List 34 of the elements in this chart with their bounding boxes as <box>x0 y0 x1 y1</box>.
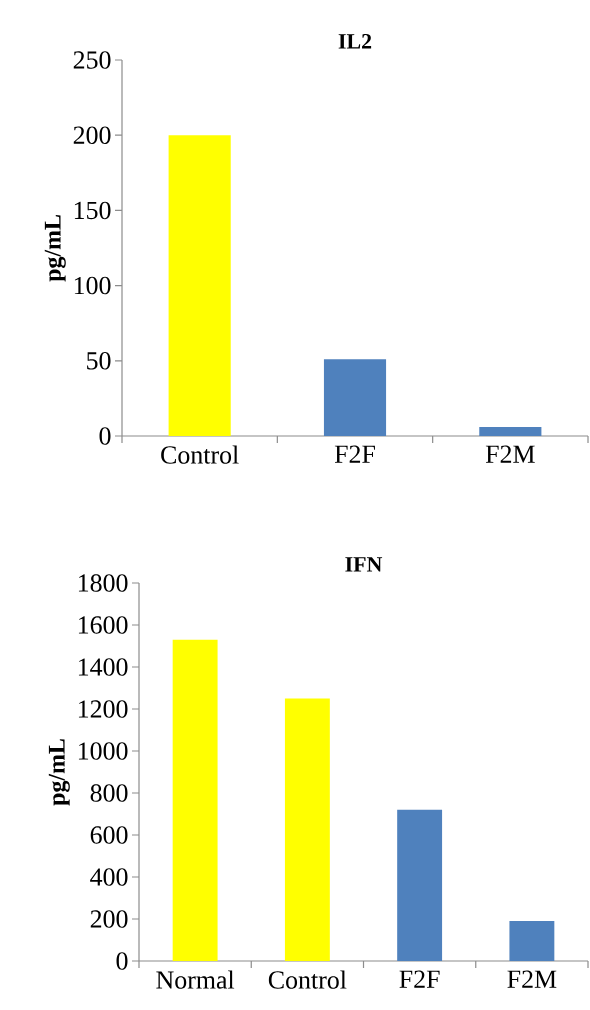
y-tick-label: 200 <box>73 126 111 144</box>
y-tick-label: 100 <box>74 276 111 295</box>
y-tick-label: 800 <box>90 784 128 802</box>
y-tick-label: 50 <box>87 352 111 370</box>
bar <box>168 135 231 436</box>
bar <box>479 426 542 436</box>
bar <box>172 639 218 961</box>
y-tick-label: 200 <box>90 910 128 928</box>
chart-title: IL2 <box>338 33 372 49</box>
x-tick-label: F2F <box>399 970 440 988</box>
y-tick-label: 600 <box>90 826 128 844</box>
bar <box>323 359 387 436</box>
y-tick-label: 250 <box>73 51 111 69</box>
y-tick-label: 1800 <box>78 574 128 592</box>
x-tick-label: F2F <box>334 445 375 463</box>
y-tick-label: 0 <box>99 427 111 445</box>
y-axis-title: pg/mL <box>44 215 66 282</box>
bar <box>284 698 330 961</box>
x-tick-label: Control <box>268 970 347 989</box>
x-tick-label: Normal <box>156 970 235 989</box>
y-tick-label: 1400 <box>78 658 128 676</box>
y-tick-label: 0 <box>116 952 128 970</box>
y-tick-label: 150 <box>74 201 111 220</box>
chart-title: IFN <box>345 557 383 572</box>
x-tick-label: F2M <box>485 445 535 463</box>
y-tick-label: 1200 <box>78 700 128 718</box>
y-axis-title: pg/mL <box>48 739 70 806</box>
y-tick-label: 1600 <box>78 616 128 634</box>
x-tick-label: F2M <box>507 970 557 988</box>
y-tick-label: 400 <box>90 868 128 886</box>
y-tick-label: 1000 <box>78 742 128 760</box>
bar <box>397 809 443 961</box>
bar <box>509 921 555 961</box>
x-tick-label: Control <box>161 445 239 464</box>
